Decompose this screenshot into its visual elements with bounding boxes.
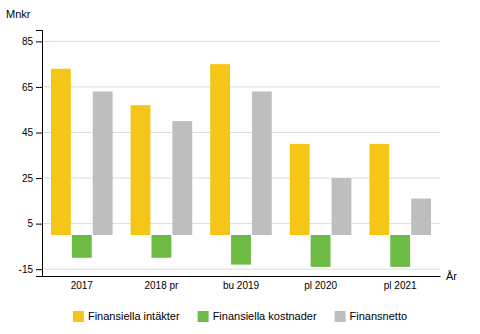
x-axis: 2017 2018 pr bu 2019 pl 2020 pl 2021 — [43, 277, 441, 292]
y-tick: 45 — [22, 127, 42, 138]
x-tick-label: 2018 pr — [144, 280, 179, 291]
chart: -15 5 25 45 65 85 2017 2018 pr bu 2019 pl 2020 pl … — [0, 0, 480, 334]
y-axis-title: Mnkr — [6, 8, 31, 20]
bar — [51, 69, 71, 235]
y-tick: 25 — [22, 173, 42, 184]
x-tick-label: pl 2020 — [304, 280, 337, 291]
bar — [210, 64, 230, 235]
y-tick: 5 — [27, 218, 42, 229]
bar — [151, 235, 171, 258]
x-tick: 2018 pr — [144, 280, 179, 291]
grid-line — [42, 269, 440, 270]
y-tick-mark — [36, 224, 42, 225]
legend-item: Finansnetto — [335, 310, 407, 322]
legend-label: Finansiella intäkter — [88, 310, 180, 322]
y-tick-mark — [36, 87, 42, 88]
bar — [131, 105, 151, 235]
legend-swatch — [73, 311, 84, 322]
x-axis-line — [43, 276, 441, 277]
grid-line — [42, 41, 440, 42]
y-tick: -15 — [19, 264, 42, 275]
legend-swatch — [198, 311, 209, 322]
bars — [51, 64, 431, 267]
y-tick-label: 25 — [22, 173, 34, 184]
bar — [390, 235, 410, 267]
y-axis: -15 5 25 45 65 85 — [19, 31, 43, 277]
x-tick: pl 2021 — [384, 280, 417, 291]
legend: Finansiella intäkter Finansiella kostnade… — [73, 310, 407, 322]
y-tick-label: 85 — [22, 36, 34, 47]
y-tick-mark — [36, 41, 42, 42]
y-tick-mark — [36, 178, 42, 179]
bar — [332, 178, 352, 235]
series — [72, 235, 410, 267]
x-tick: pl 2020 — [304, 280, 337, 291]
y-tick-mark — [36, 133, 42, 134]
legend-label: Finansiella kostnader — [213, 310, 317, 322]
bar — [172, 121, 192, 235]
y-tick-label: 5 — [27, 218, 33, 229]
bar — [252, 92, 272, 236]
series — [93, 92, 431, 236]
legend-swatch — [335, 311, 346, 322]
x-tick-label: pl 2021 — [384, 280, 417, 291]
series — [51, 64, 389, 235]
grid-line — [42, 86, 440, 87]
plot-area: -15 5 25 45 65 85 2017 2018 pr bu 2019 pl 2020 pl … — [19, 31, 441, 292]
y-tick-label: 65 — [22, 82, 34, 93]
bar — [290, 144, 310, 235]
legend-item: Finansiella intäkter — [73, 310, 180, 322]
legend-label: Finansnetto — [350, 310, 407, 322]
legend-item: Finansiella kostnader — [198, 310, 317, 322]
y-tick-label: 45 — [22, 127, 34, 138]
y-tick-mark — [36, 269, 42, 270]
y-tick-label: -15 — [19, 264, 34, 275]
bar — [72, 235, 92, 258]
bar — [93, 92, 113, 236]
x-axis-title: År — [446, 270, 457, 282]
bar — [311, 235, 331, 267]
bar — [231, 235, 251, 265]
x-tick: 2017 — [71, 280, 94, 291]
bar — [411, 199, 431, 235]
bar — [369, 144, 389, 235]
x-tick-label: 2017 — [71, 280, 94, 291]
y-axis-line — [36, 31, 43, 277]
y-tick: 85 — [22, 36, 42, 47]
x-tick: bu 2019 — [223, 280, 260, 291]
grid — [42, 41, 440, 269]
x-tick-label: bu 2019 — [223, 280, 260, 291]
y-tick: 65 — [22, 82, 42, 93]
